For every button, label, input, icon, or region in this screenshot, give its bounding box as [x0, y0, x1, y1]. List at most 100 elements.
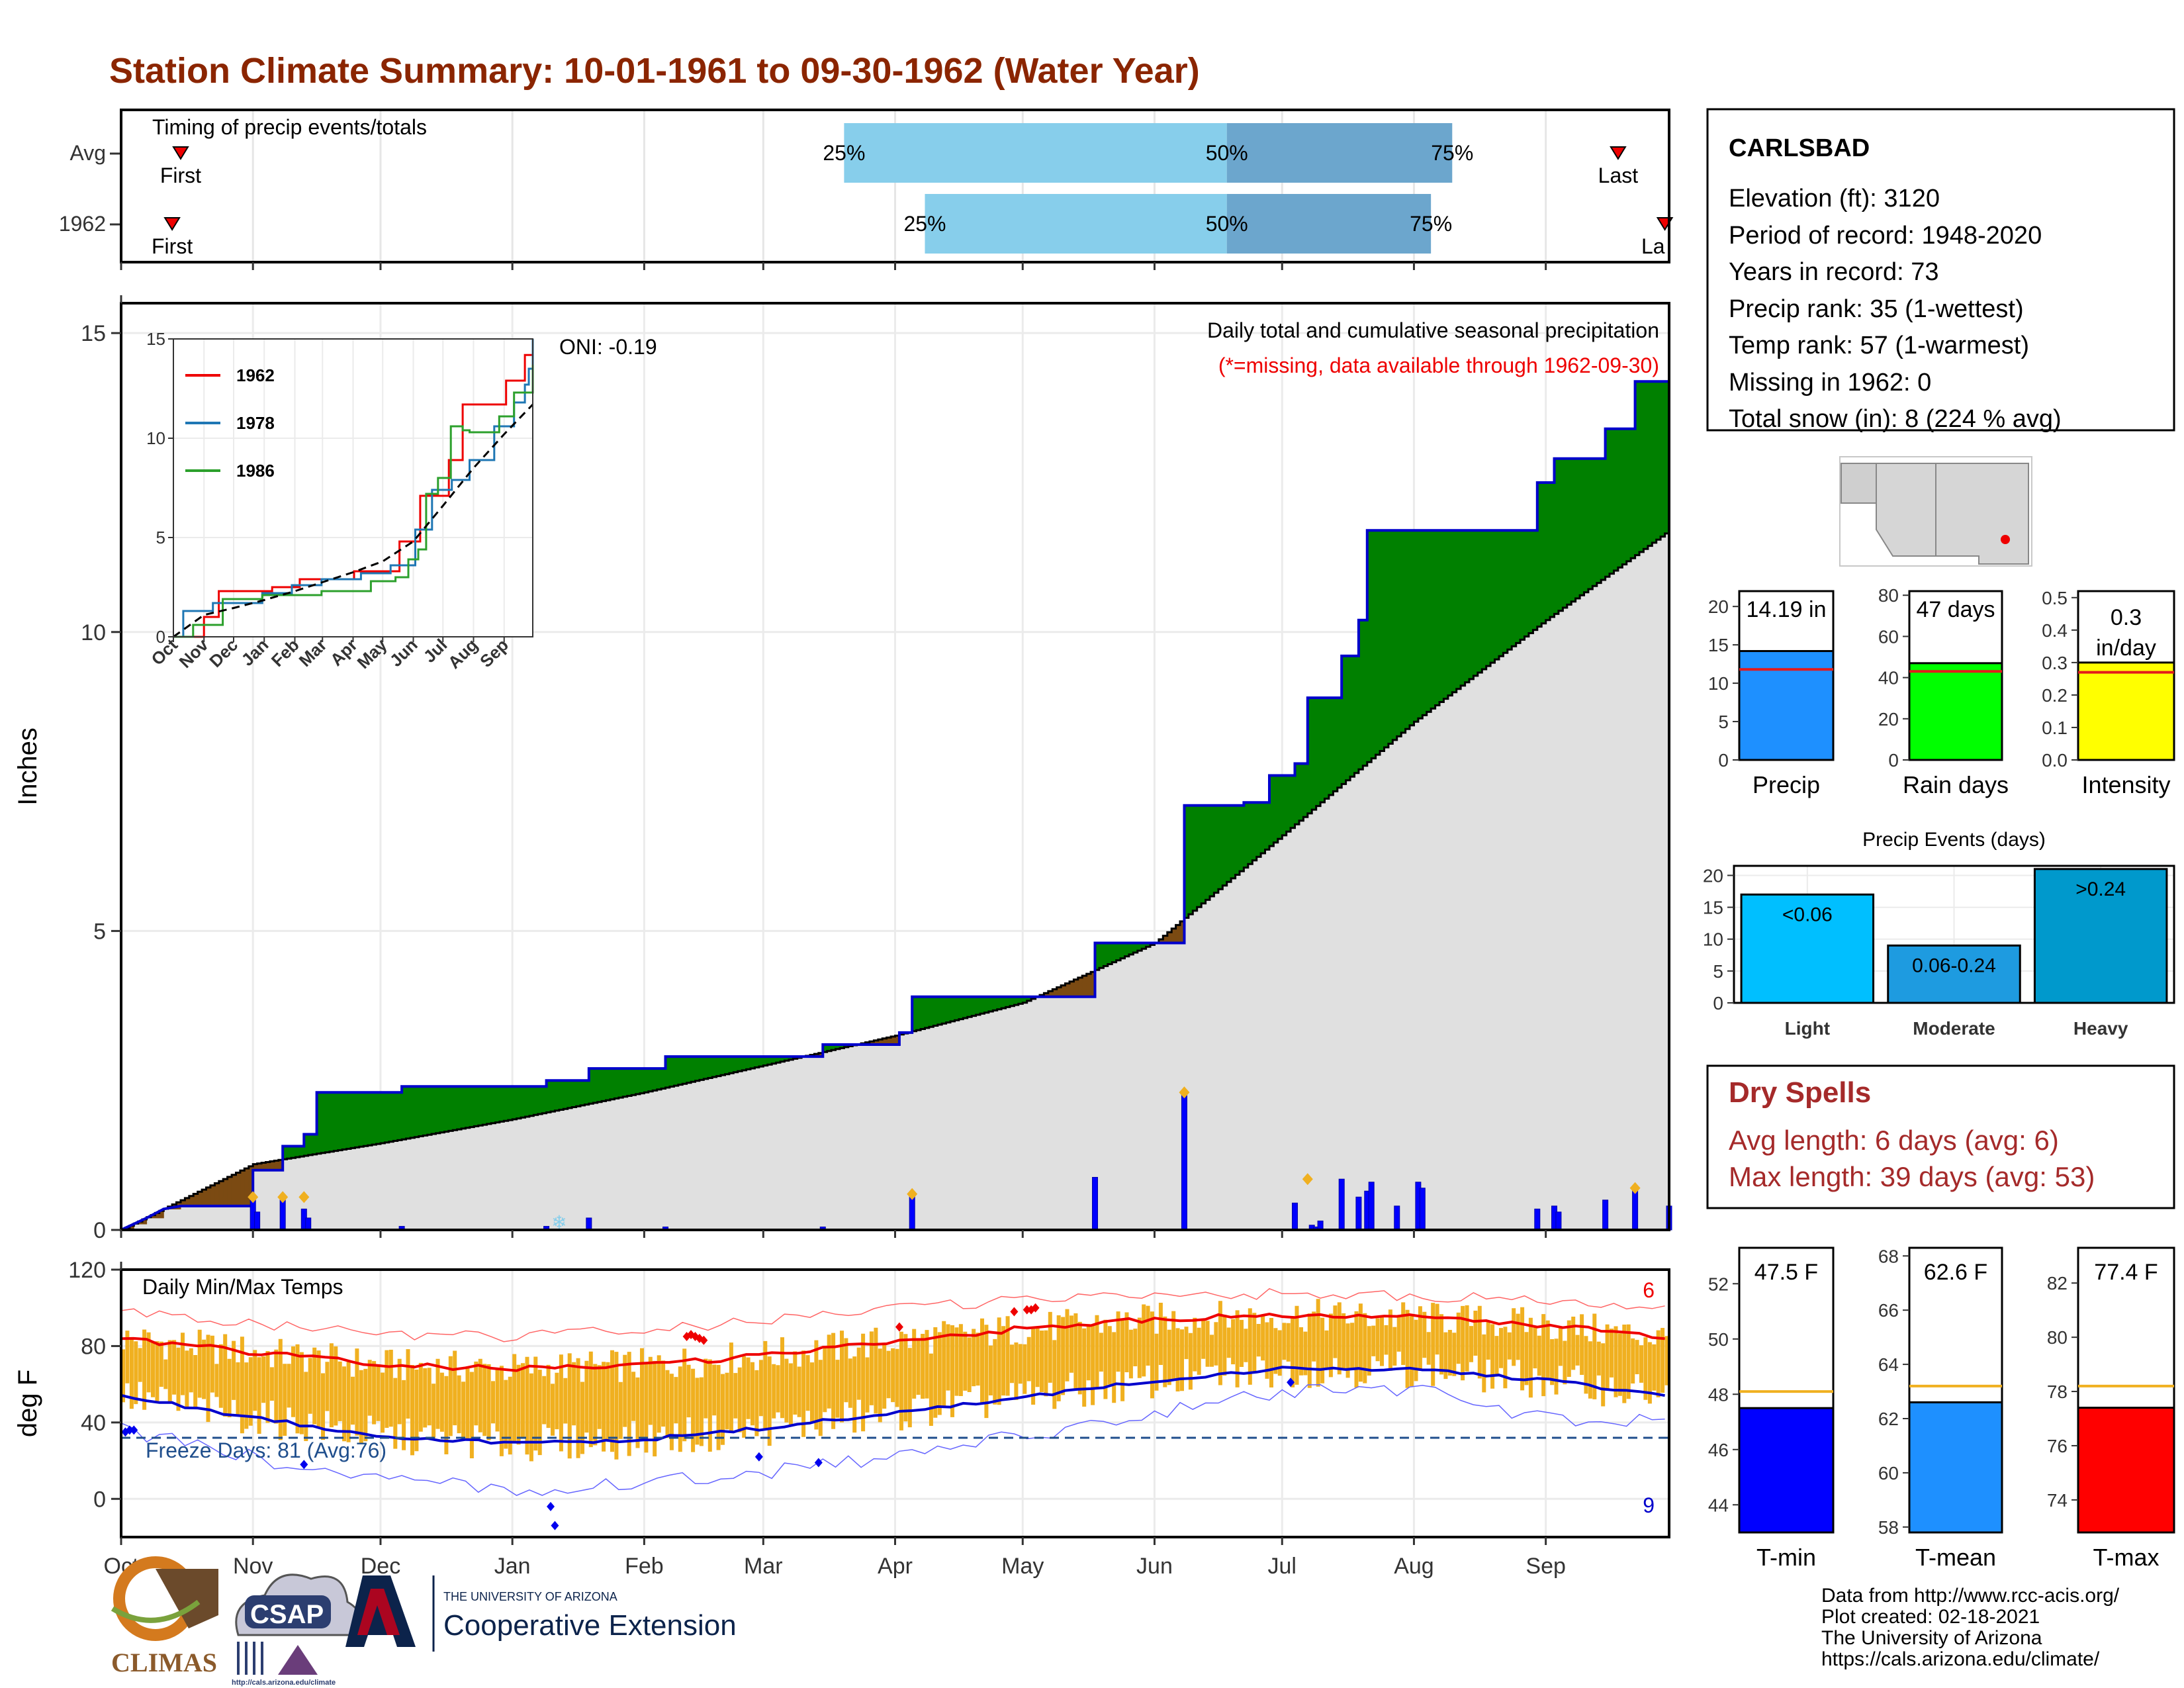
summary-y-tick-label: 60	[1878, 626, 1899, 647]
precip-events-chart: <0.06 Light 0.06-0.24 Moderate >0.24 Heavy 0 5 1…	[1703, 829, 2175, 1039]
precip-inset-panel: 196219781986051015OctNovDecJanFebMarAprM…	[146, 329, 534, 673]
precip-daily-bar	[1555, 1211, 1562, 1231]
precip-panel-subtitle: (*=missing, data available through 1962-…	[1218, 353, 1659, 377]
summary-category-label: T-max	[2093, 1544, 2159, 1571]
summary-y-tick-label: 66	[1878, 1300, 1899, 1321]
month-label: Mar	[744, 1554, 783, 1579]
summary-category-label: T-min	[1756, 1544, 1816, 1571]
summary-y-tick-label: 48	[1708, 1384, 1729, 1405]
timing-p25-label: 25%	[823, 141, 865, 165]
events-y-tick-label: 20	[1703, 865, 1723, 886]
month-label: Apr	[878, 1554, 913, 1579]
precip-daily-bar	[1602, 1199, 1609, 1231]
precip-daily-bar	[1419, 1188, 1426, 1231]
inset-y-tick-label: 0	[156, 627, 165, 647]
precip-y-tick-label: 10	[81, 620, 106, 645]
precip-main-panel: ❄ 0 5 10 15 Inches Daily total and cumulative …	[13, 295, 1672, 1243]
events-bar	[1887, 944, 2021, 1004]
summary-category-label: Intensity	[2081, 771, 2170, 798]
summary-y-tick-label: 44	[1708, 1495, 1729, 1515]
temp-y-axis-label: deg F	[13, 1370, 42, 1437]
summary-y-tick-label: 50	[1708, 1329, 1729, 1350]
record-low-marker	[754, 1452, 763, 1462]
record-low-marker	[1287, 1378, 1295, 1387]
timing-p25-label: 25%	[903, 212, 946, 236]
record-low-marker	[814, 1458, 823, 1468]
temp-y-tick-label: 120	[68, 1258, 106, 1283]
intensity-chart: 0.0 0.1 0.2 0.3 0.4 0.5 0.3 in/day Intensity	[2042, 588, 2175, 798]
summary-value-label: 47 days	[1916, 597, 1995, 622]
precip-event-marker	[907, 1188, 918, 1200]
climas-logo: CLIMAS	[111, 1556, 218, 1677]
station-line: Temp rank: 57 (1-warmest)	[1729, 332, 2029, 359]
record-high-marker	[895, 1322, 903, 1332]
events-bar-label: >0.24	[2075, 878, 2126, 900]
record-high-marker	[1031, 1303, 1040, 1313]
summary-value-bar	[1908, 1401, 2003, 1534]
precip-event-marker	[1629, 1182, 1641, 1194]
precip-panel-title: Daily total and cumulative seasonal prec…	[1207, 318, 1659, 342]
summary-y-tick-label: 68	[1878, 1246, 1899, 1266]
dry-spells-box: Dry Spells Avg length: 6 days (avg: 6) M…	[1706, 1064, 2175, 1209]
summary-value-label: 47.5 F	[1754, 1260, 1818, 1285]
summary-value-bar	[1738, 650, 1835, 761]
month-label: Feb	[625, 1554, 664, 1579]
summary-y-tick-label: 74	[2047, 1490, 2068, 1511]
inset-legend-label: 1978	[236, 413, 275, 433]
station-line: Total snow (in): 8 (224 % avg)	[1729, 405, 2062, 433]
csap-logo-text: CSAP	[250, 1600, 324, 1629]
precip-daily-bar	[1355, 1196, 1362, 1231]
summary-y-tick-label: 0.3	[2042, 653, 2068, 673]
summary-y-tick-label: 5	[1718, 712, 1729, 732]
ua-cooperative-extension-text: Cooperative Extension	[443, 1609, 737, 1642]
summary-y-tick-label: 60	[1878, 1463, 1899, 1483]
dry-spells-line: Avg length: 6 days (avg: 6)	[1729, 1125, 2059, 1156]
page-title: Station Climate Summary: 10-01-1961 to 0…	[109, 51, 1200, 91]
timing-last-marker	[1610, 146, 1627, 160]
inset-series-line-1962	[173, 353, 533, 638]
events-y-tick-label: 10	[1703, 929, 1723, 950]
record-low-marker	[125, 1425, 134, 1435]
dry-spells-line: Max length: 39 days (avg: 53)	[1729, 1161, 2095, 1192]
precip-event-marker	[1302, 1173, 1313, 1186]
summary-category-label: Precip	[1752, 771, 1820, 798]
inset-legend-label: 1986	[236, 461, 275, 481]
oni-annotation: ONI: -0.19	[559, 335, 657, 359]
precip-daily-bar	[1534, 1208, 1541, 1231]
summary-value-label: in/day	[2096, 635, 2156, 661]
inset-y-tick-label: 10	[146, 428, 165, 448]
station-info-box: CARLSBAD Elevation (ft): 3120 Period of …	[1706, 108, 2175, 433]
summary-value-label: 77.4 F	[2094, 1260, 2158, 1285]
ua-small-text: THE UNIVERSITY OF ARIZONA	[443, 1590, 617, 1603]
events-frame	[1733, 865, 2175, 1004]
events-category-label: Light	[1785, 1018, 1830, 1039]
inset-y-tick-label: 5	[156, 528, 165, 547]
precip-daily-bar	[305, 1217, 312, 1231]
precip-daily-bar	[1181, 1092, 1187, 1231]
timing-first-marker	[163, 217, 181, 231]
events-y-tick-label: 5	[1713, 961, 1723, 982]
timing-first-label: First	[160, 164, 201, 187]
summary-y-tick-label: 76	[2047, 1436, 2068, 1456]
precip-y-axis-label: Inches	[13, 727, 42, 806]
summary-y-tick-label: 62	[1878, 1409, 1899, 1429]
inset-y-tick-label: 15	[146, 329, 165, 349]
month-label: Sep	[1525, 1554, 1566, 1579]
timing-row-label: Avg	[69, 141, 106, 165]
tmax-chart: 74 76 78 80 82 77.4 F T-max	[2047, 1246, 2175, 1571]
summary-category-label: T-mean	[1915, 1544, 1996, 1571]
csap-logo: CSAP http://cals.arizona.edu/climate	[232, 1573, 361, 1687]
summary-y-tick-label: 58	[1878, 1517, 1899, 1538]
record-high-marker	[1023, 1305, 1031, 1315]
precip-event-marker	[248, 1191, 259, 1203]
record-low-count: 9	[1643, 1493, 1655, 1517]
summary-value-label: 14.19 in	[1747, 597, 1827, 622]
station-line: Period of record: 1948-2020	[1729, 222, 2042, 250]
precip-total-chart: 0 5 10 15 20 14.19 in Precip	[1708, 590, 1835, 798]
inset-average-line	[173, 403, 534, 638]
temp-y-tick-label: 80	[81, 1334, 106, 1359]
events-y-tick-label: 15	[1703, 898, 1723, 918]
month-label: Jan	[494, 1554, 531, 1579]
footer-line: The University of Arizona	[1821, 1627, 2042, 1649]
temp-y-tick-label: 0	[93, 1487, 106, 1512]
